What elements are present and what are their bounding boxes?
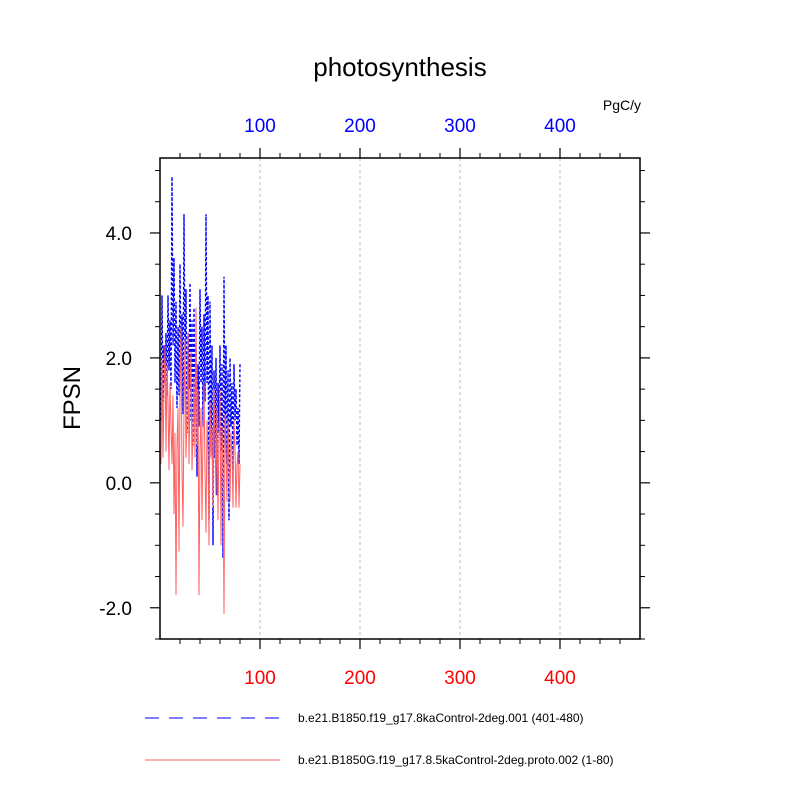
tick-labels: 100 100 200 200 300 300 400 400 -2.0 0.0 2.0 4.0 [99,116,576,689]
y-tick-label: 0.0 [106,474,132,495]
y-tick-label: 4.0 [106,224,132,245]
legend: b.e21.B1850.f19_g17.8kaControl-2deg.001 … [145,711,614,767]
x-top-tick-label: 100 [244,116,276,137]
x-bottom-tick-label: 100 [244,668,276,689]
series-line-red-solid [160,307,241,615]
series-lines [160,176,241,615]
series-line-blue-dashed [160,176,241,558]
legend-label: b.e21.B1850G.f19_g17.8.5kaControl-2deg.p… [298,753,614,767]
legend-label: b.e21.B1850.f19_g17.8kaControl-2deg.001 … [298,711,584,725]
x-bottom-tick-label: 400 [544,668,576,689]
y-axis-label: FPSN [59,366,86,430]
x-bottom-tick-label: 200 [344,668,376,689]
chart-title: photosynthesis [313,52,486,82]
grid-lines [259,158,561,639]
axis-ticks [150,148,650,649]
plot-frame [159,157,641,640]
x-top-tick-label: 200 [344,116,376,137]
y-tick-label: 2.0 [106,349,132,370]
x-top-tick-label: 300 [444,116,476,137]
y-tick-label: -2.0 [99,599,132,620]
units-label: PgC/y [603,97,641,113]
x-top-tick-label: 400 [544,116,576,137]
x-bottom-tick-label: 300 [444,668,476,689]
